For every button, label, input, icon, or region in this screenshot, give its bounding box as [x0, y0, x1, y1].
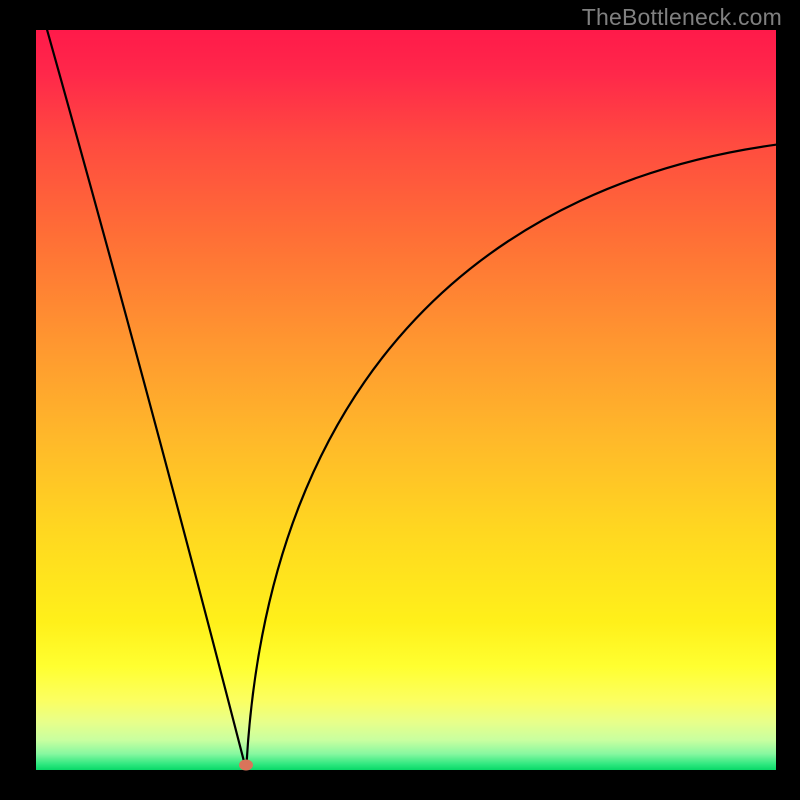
- plot-area: [36, 30, 776, 770]
- watermark-text: TheBottleneck.com: [582, 4, 782, 31]
- heat-gradient-background: [36, 30, 776, 770]
- optimal-point-marker: [239, 759, 253, 770]
- chart-root: TheBottleneck.com: [0, 0, 800, 800]
